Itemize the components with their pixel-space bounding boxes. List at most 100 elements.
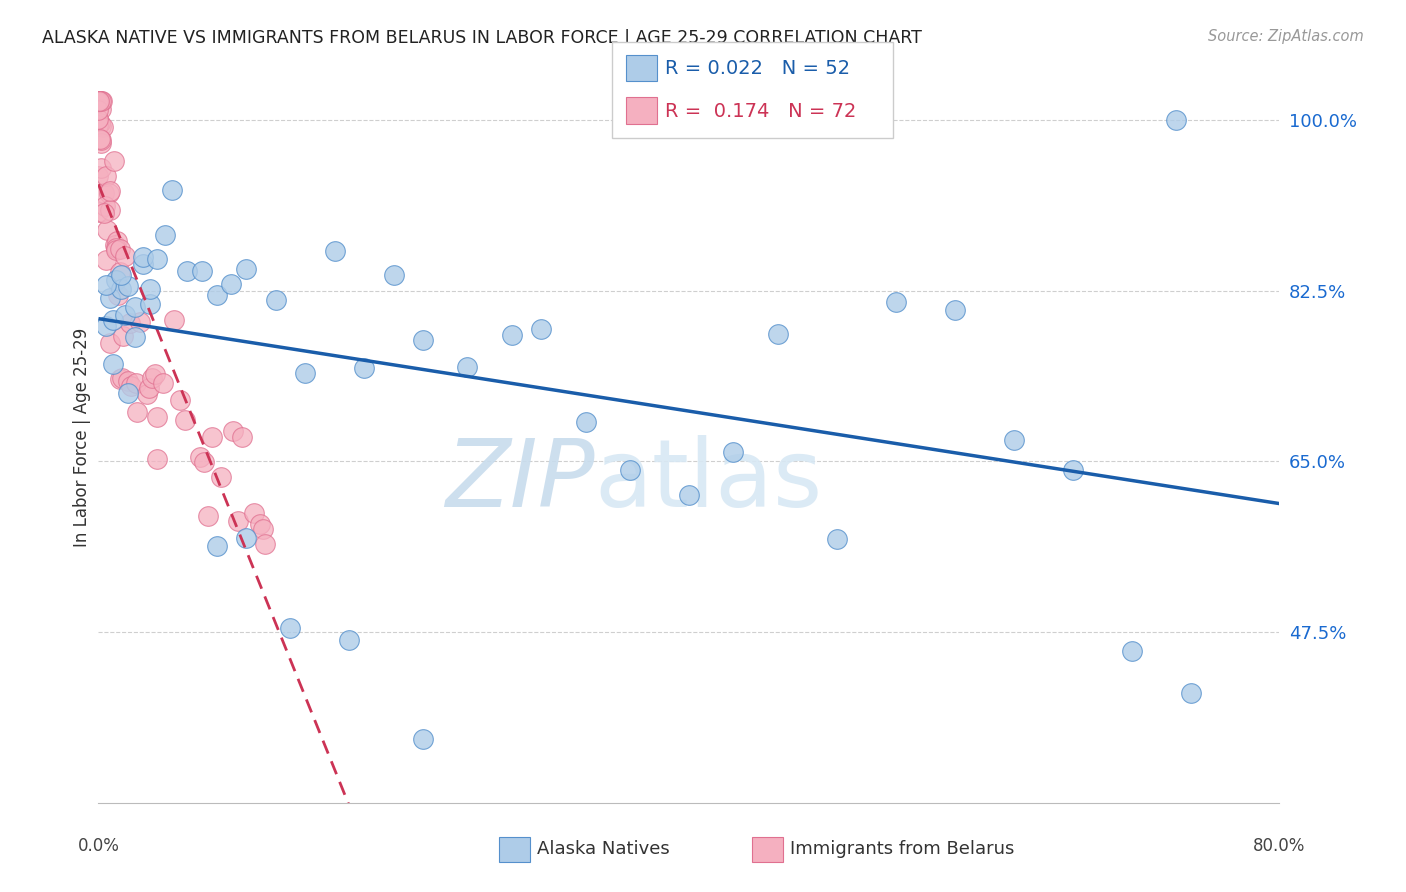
Text: R =  0.174   N = 72: R = 0.174 N = 72	[665, 102, 856, 120]
Text: R = 0.022   N = 52: R = 0.022 N = 52	[665, 60, 851, 78]
Point	[129, 314, 152, 328]
Point	[87, 112, 110, 127]
Point	[125, 405, 148, 419]
Point	[120, 379, 142, 393]
Point	[114, 308, 136, 322]
Point	[353, 361, 375, 376]
Point	[94, 277, 117, 292]
Point	[231, 430, 253, 444]
Point	[1002, 433, 1025, 447]
Point	[103, 153, 125, 168]
Point	[457, 359, 479, 374]
Point	[253, 537, 276, 551]
Point	[87, 94, 110, 108]
Point	[87, 94, 110, 108]
Point	[249, 517, 271, 532]
Point	[125, 376, 148, 391]
Point	[412, 731, 434, 746]
Point	[163, 313, 186, 327]
Point	[87, 205, 110, 219]
Point	[222, 424, 245, 438]
Point	[235, 261, 257, 276]
Point	[96, 223, 118, 237]
Point	[117, 279, 139, 293]
Point	[191, 264, 214, 278]
Text: 80.0%: 80.0%	[1253, 837, 1306, 855]
Point	[89, 119, 111, 133]
Point	[118, 316, 141, 330]
Point	[91, 94, 114, 108]
Point	[294, 366, 316, 380]
Point	[723, 445, 745, 459]
Point	[110, 282, 132, 296]
Point	[132, 257, 155, 271]
Point	[205, 539, 228, 553]
Point	[226, 515, 249, 529]
Point	[105, 235, 128, 249]
Point	[1166, 113, 1188, 128]
Point	[94, 318, 117, 333]
Text: atlas: atlas	[595, 435, 823, 527]
Point	[138, 381, 160, 395]
Point	[188, 450, 211, 464]
Point	[575, 415, 598, 429]
Point	[87, 95, 110, 110]
Point	[89, 94, 111, 108]
Point	[501, 327, 523, 342]
Point	[143, 368, 166, 382]
Point	[93, 206, 115, 220]
Point	[93, 199, 115, 213]
Point	[235, 531, 257, 545]
Point	[1062, 463, 1084, 477]
Point	[90, 102, 112, 116]
Point	[124, 329, 146, 343]
Text: 0.0%: 0.0%	[77, 837, 120, 855]
Point	[90, 94, 112, 108]
Point	[103, 357, 125, 371]
Point	[678, 487, 700, 501]
Point	[530, 322, 553, 336]
Point	[124, 300, 146, 314]
Point	[89, 132, 111, 146]
Point	[169, 393, 191, 408]
Point	[98, 184, 121, 198]
Y-axis label: In Labor Force | Age 25-29: In Labor Force | Age 25-29	[73, 327, 91, 547]
Point	[110, 372, 132, 386]
Point	[111, 371, 134, 385]
Point	[89, 161, 111, 176]
Point	[98, 202, 121, 217]
Point	[884, 294, 907, 309]
Point	[339, 632, 361, 647]
Point	[139, 297, 162, 311]
Point	[1121, 644, 1143, 658]
Point	[94, 169, 117, 184]
Point	[323, 244, 346, 258]
Point	[105, 272, 128, 286]
Point	[152, 376, 174, 390]
Point	[117, 386, 139, 401]
Point	[87, 169, 110, 183]
Point	[252, 522, 274, 536]
Point	[110, 242, 132, 256]
Point	[141, 371, 163, 385]
Point	[153, 227, 176, 242]
Point	[98, 291, 121, 305]
Point	[162, 183, 183, 197]
Point	[98, 335, 121, 350]
Point	[87, 118, 110, 132]
Point	[97, 186, 120, 201]
Point	[114, 249, 136, 263]
Point	[91, 120, 114, 134]
Point	[110, 265, 132, 279]
Point	[264, 293, 287, 308]
Point	[90, 133, 112, 147]
Point	[280, 621, 302, 635]
Point	[139, 282, 162, 296]
Text: Alaska Natives: Alaska Natives	[537, 840, 669, 858]
Point	[96, 252, 118, 267]
Point	[105, 241, 128, 255]
Point	[146, 452, 169, 467]
Point	[132, 251, 155, 265]
Point	[93, 186, 115, 200]
Text: ZIP: ZIP	[444, 435, 595, 526]
